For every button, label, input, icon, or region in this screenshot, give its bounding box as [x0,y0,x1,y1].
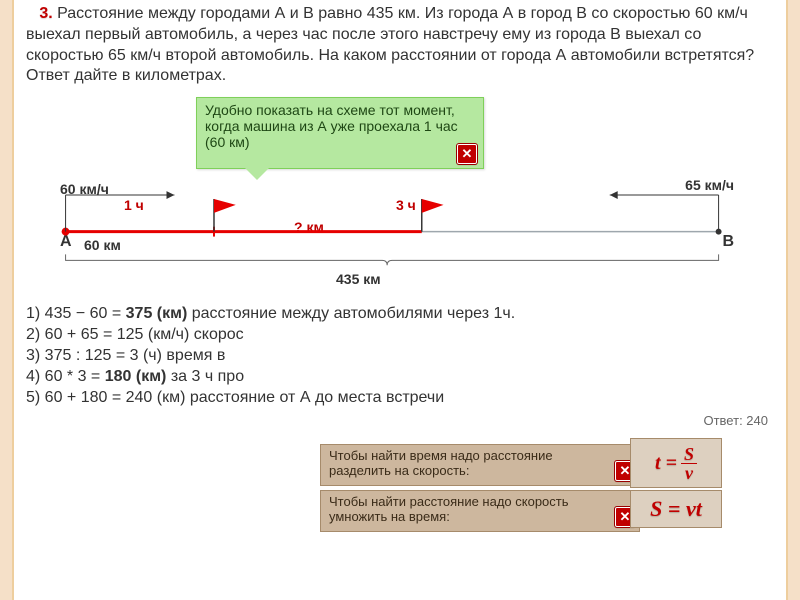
tip-2: Чтобы найти расстояние надо скорость умн… [320,490,640,532]
step-4: 4) 60 * 3 = 180 (км) за 3 ч про [26,368,774,386]
tip-2-formula: S = vt [630,490,722,528]
step-5: 5) 60 + 180 = 240 (км) расстояние от А д… [26,389,774,407]
fraction-icon: S v [681,445,697,482]
deco-border-left [0,0,12,600]
flag-icon [214,199,444,232]
answer: Ответ: 240 [26,413,774,428]
step-2: 2) 60 + 65 = 125 (км/ч) скорос [26,326,774,344]
deco-border-right-line [786,0,788,600]
problem-number: 3. [39,5,52,22]
diagram-svg [26,97,774,297]
deco-border-right [788,0,800,600]
page: 3. Расстояние между городами А и В равно… [0,0,800,600]
tip-1-text: Чтобы найти время надо расстояние раздел… [329,448,553,478]
tip-1-formula: t = S v [630,438,722,488]
tip-1: Чтобы найти время надо расстояние раздел… [320,444,640,486]
step-3: 3) 375 : 125 = 3 (ч) время в [26,347,774,365]
step-1: 1) 435 − 60 = 375 (км) расстояние между … [26,305,774,323]
travel-diagram: Удобно показать на схеме тот момент, ког… [26,97,774,297]
problem-text: 3. Расстояние между городами А и В равно… [26,4,774,87]
problem-body: Расстояние между городами А и В равно 43… [26,5,754,84]
solution-steps: 1) 435 − 60 = 375 (км) расстояние между … [26,305,774,407]
tip-2-text: Чтобы найти расстояние надо скорость умн… [329,494,569,524]
